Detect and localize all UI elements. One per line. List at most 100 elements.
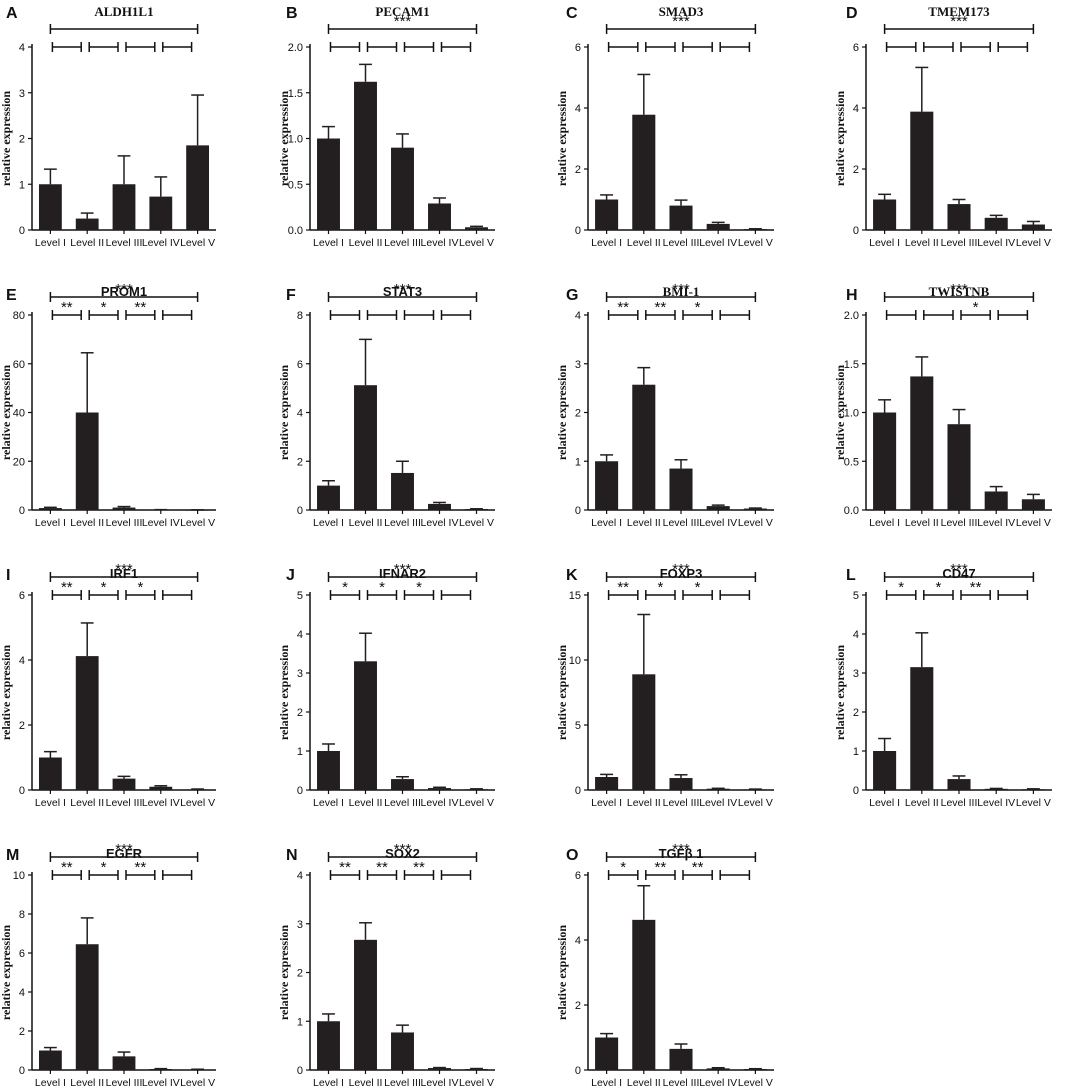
x-tick-label: Level IV	[977, 797, 1015, 809]
bar	[149, 1069, 173, 1070]
significance-label: ***	[115, 561, 133, 578]
bar	[354, 385, 377, 510]
y-tick-label: 2	[575, 408, 581, 420]
bar	[428, 203, 451, 230]
bar	[947, 779, 971, 790]
x-tick-label: Level II	[905, 797, 939, 809]
y-tick-label: 4	[19, 655, 25, 667]
bar	[910, 111, 934, 230]
x-tick-label: Level IV	[977, 237, 1015, 249]
significance-label: *	[101, 299, 107, 316]
x-tick-label: Level V	[1016, 517, 1051, 529]
bar	[38, 184, 62, 230]
significance-label: ***	[672, 13, 690, 30]
panel-letter: N	[286, 847, 298, 864]
significance-label: **	[376, 859, 388, 876]
x-tick-label: Level I	[591, 517, 622, 529]
bar	[38, 1050, 62, 1070]
bar	[38, 508, 62, 510]
bar	[984, 491, 1008, 510]
x-tick-label: Level III	[106, 797, 143, 809]
y-tick-label: 1.5	[288, 88, 303, 100]
y-tick-label: 0	[853, 785, 859, 797]
bar	[112, 1056, 136, 1070]
bar	[317, 138, 340, 230]
bar	[75, 412, 99, 510]
x-tick-label: Level V	[459, 797, 494, 809]
y-tick-label: 1	[297, 1016, 303, 1028]
x-tick-label: Level III	[384, 797, 421, 809]
x-tick-label: Level IV	[421, 237, 459, 249]
bar	[186, 145, 210, 230]
y-tick-label: 1	[19, 179, 25, 191]
x-tick-label: Level III	[384, 237, 421, 249]
x-tick-label: Level II	[70, 237, 104, 249]
significance-label: ***	[950, 281, 968, 298]
x-tick-label: Level IV	[421, 1077, 459, 1089]
y-axis-label: relative expression	[555, 365, 569, 461]
bar	[465, 1069, 488, 1070]
x-tick-label: Level I	[313, 517, 344, 529]
y-tick-label: 2	[853, 164, 859, 176]
x-tick-label: Level II	[349, 797, 383, 809]
panel-letter: E	[6, 287, 17, 304]
y-tick-label: 2	[297, 456, 303, 468]
y-axis-label: relative expression	[833, 645, 847, 741]
x-tick-label: Level IV	[699, 797, 737, 809]
x-tick-label: Level I	[35, 517, 66, 529]
panel-h: H TWISTNB relative expression 0.0 0.5 1.0 1.5 2…	[833, 281, 1052, 529]
panel-letter: B	[286, 5, 298, 22]
x-tick-label: Level I	[591, 237, 622, 249]
x-tick-label: Level V	[738, 237, 773, 249]
bar	[669, 205, 693, 230]
x-tick-label: Level II	[627, 1077, 661, 1089]
panel-letter: H	[846, 287, 858, 304]
bar	[595, 461, 619, 510]
x-tick-label: Level V	[1016, 237, 1051, 249]
bar	[112, 184, 136, 230]
x-tick-label: Level V	[459, 1077, 494, 1089]
significance-label: ***	[115, 281, 133, 298]
bar	[632, 919, 656, 1070]
y-tick-label: 5	[575, 720, 581, 732]
bar	[873, 199, 897, 230]
y-tick-label: 0	[19, 785, 25, 797]
x-tick-label: Level III	[106, 517, 143, 529]
x-tick-label: Level I	[869, 237, 900, 249]
y-tick-label: 6	[853, 42, 859, 54]
y-tick-label: 0.5	[288, 179, 303, 191]
x-tick-label: Level IV	[421, 797, 459, 809]
bar	[149, 196, 173, 230]
significance-label: *	[898, 579, 904, 596]
bar	[391, 1032, 414, 1070]
y-tick-label: 0	[575, 505, 581, 517]
panel-g: G BMI-1 relative expression 0 1 2 3 4 Level I Lev…	[555, 281, 774, 529]
panel-letter: C	[566, 5, 578, 22]
x-tick-label: Level II	[905, 237, 939, 249]
bar	[75, 944, 99, 1070]
significance-label: **	[61, 579, 73, 596]
bar	[112, 778, 136, 790]
y-tick-label: 6	[575, 42, 581, 54]
bar	[632, 384, 656, 510]
x-tick-label: Level I	[869, 517, 900, 529]
x-tick-label: Level I	[35, 797, 66, 809]
y-tick-label: 1	[297, 746, 303, 758]
bar	[947, 204, 971, 230]
significance-label: *	[379, 579, 385, 596]
bar	[354, 81, 377, 231]
y-tick-label: 0	[19, 225, 25, 237]
x-tick-label: Level III	[941, 797, 978, 809]
y-tick-label: 4	[853, 629, 859, 641]
bar	[669, 778, 693, 790]
panel-b: B PECAM1 relative expression 0.0 0.5 1.0 1.5 2.…	[277, 4, 495, 249]
bar	[706, 223, 730, 230]
y-tick-label: 0	[853, 225, 859, 237]
bar	[669, 468, 693, 510]
significance-label: *	[342, 579, 348, 596]
y-tick-label: 0	[297, 785, 303, 797]
y-tick-label: 4	[575, 103, 581, 115]
